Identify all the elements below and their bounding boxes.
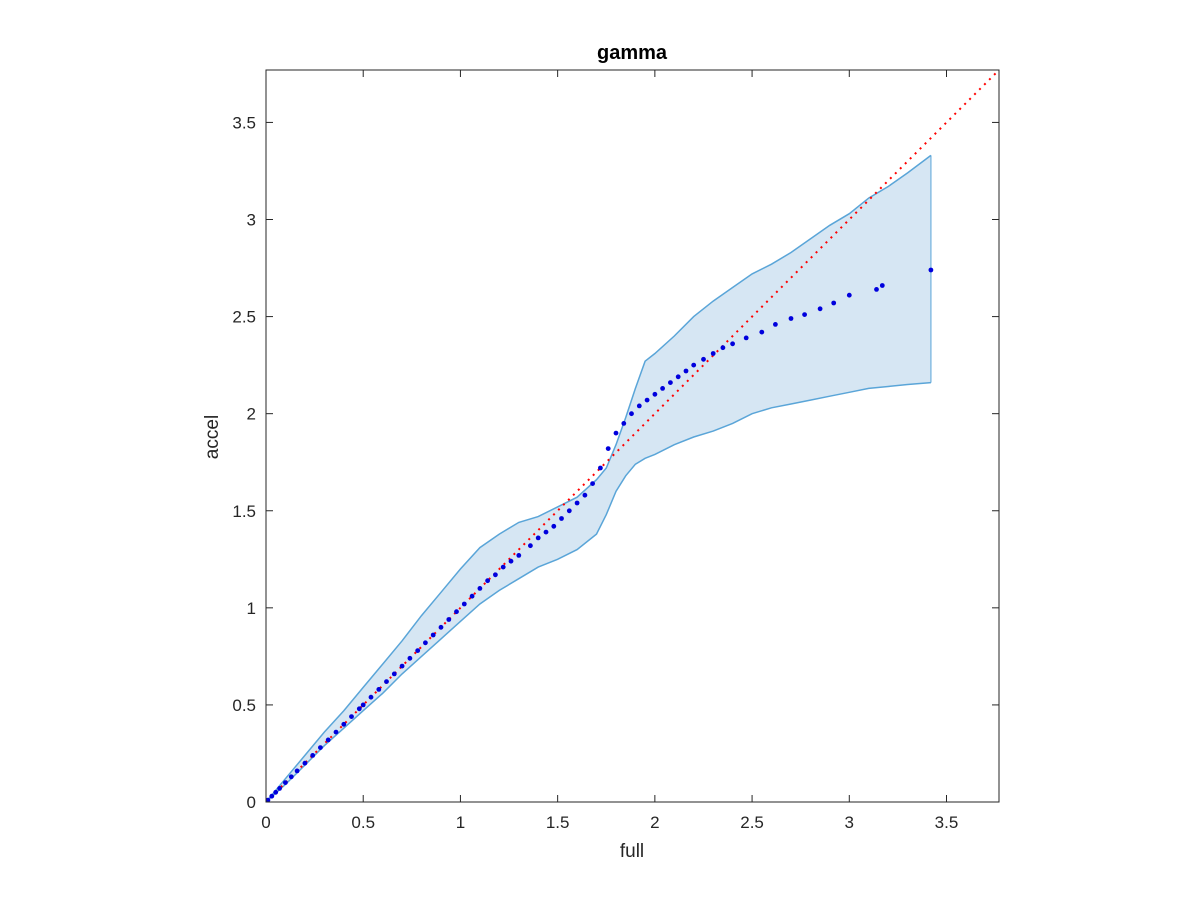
band-fill <box>266 155 931 802</box>
data-point <box>368 694 374 700</box>
data-point <box>310 753 316 758</box>
data-point <box>269 793 275 799</box>
data-point <box>559 516 564 521</box>
data-point <box>535 535 541 541</box>
data-point <box>582 492 588 498</box>
data-point <box>574 500 580 506</box>
data-point <box>360 702 366 708</box>
data-point <box>652 391 658 397</box>
data-point <box>376 687 382 692</box>
data-point <box>273 789 279 795</box>
data-point <box>543 529 549 535</box>
data-point <box>629 411 634 417</box>
y-tick-label: 2 <box>247 405 256 424</box>
data-point <box>846 292 852 298</box>
data-point <box>928 267 934 273</box>
data-point <box>528 543 533 549</box>
data-point <box>391 671 397 677</box>
y-axis-label: accel <box>202 415 223 459</box>
y-tick-label: 3.5 <box>232 113 256 132</box>
data-point <box>265 797 271 803</box>
data-point <box>675 374 681 380</box>
data-point <box>399 663 405 669</box>
data-point <box>566 508 572 514</box>
data-point <box>683 368 689 374</box>
data-point <box>773 322 778 327</box>
data-point <box>469 593 475 599</box>
x-tick-label: 0.5 <box>351 813 375 832</box>
data-point <box>701 356 706 362</box>
data-point <box>407 655 413 661</box>
data-point <box>598 465 603 471</box>
data-point <box>294 768 300 774</box>
data-point <box>349 714 354 719</box>
data-point <box>423 640 428 646</box>
data-point <box>874 287 879 292</box>
data-point <box>333 729 339 735</box>
x-axis-label: full <box>620 841 644 862</box>
data-point <box>384 679 389 684</box>
data-point <box>710 351 716 356</box>
data-point <box>461 601 467 607</box>
data-point <box>356 706 362 712</box>
data-point <box>879 283 885 288</box>
data-point <box>590 481 595 486</box>
data-point <box>730 341 735 347</box>
data-point <box>288 774 294 780</box>
data-point <box>438 624 444 630</box>
data-point <box>636 403 642 409</box>
data-point <box>605 446 611 451</box>
data-point <box>551 523 557 529</box>
data-point <box>720 345 726 351</box>
data-point <box>516 553 522 558</box>
data-point <box>430 632 436 638</box>
data-point <box>500 564 506 570</box>
y-tick-label: 2.5 <box>232 308 256 327</box>
data-point <box>802 312 807 317</box>
data-point <box>277 786 282 791</box>
data-point <box>759 329 765 335</box>
band-upper-line <box>265 154 932 803</box>
data-point <box>644 397 650 403</box>
x-tick-label: 3.5 <box>935 813 959 832</box>
data-point <box>283 780 288 785</box>
x-tick-label: 2 <box>650 813 659 832</box>
data-point <box>415 648 421 653</box>
data-point <box>668 380 673 385</box>
x-tick-label: 2.5 <box>740 813 764 832</box>
data-point <box>325 737 331 743</box>
data-point <box>454 609 459 615</box>
y-tick-label: 1 <box>247 599 256 618</box>
x-tick-label: 1 <box>456 813 465 832</box>
data-point <box>341 721 347 727</box>
y-tick-label: 0.5 <box>232 696 256 715</box>
data-point <box>302 760 308 766</box>
data-point <box>817 306 823 312</box>
axes-box <box>265 69 1000 803</box>
data-point <box>318 745 323 750</box>
x-tick-label: 1.5 <box>546 813 570 832</box>
data-point <box>691 362 697 368</box>
data-point <box>788 316 794 321</box>
data-point <box>508 558 514 564</box>
data-point <box>621 421 627 426</box>
data-point <box>477 586 483 591</box>
data-point <box>660 386 665 391</box>
data-point <box>743 335 749 341</box>
data-point <box>485 578 490 584</box>
data-point <box>446 617 452 622</box>
band-lower-line <box>265 381 931 803</box>
data-point <box>613 430 619 436</box>
data-point <box>831 300 837 306</box>
data-point <box>493 572 498 578</box>
y-tick-label: 1.5 <box>232 502 256 521</box>
y-tick-label: 3 <box>247 211 256 230</box>
plot-area: 0 0.5 1 1.5 2 2.5 3 3.5 0 0.5 1 1.5 2 2.5 3 3.5 <box>232 69 1000 832</box>
x-tick-label: 3 <box>845 813 854 832</box>
x-tick-label: 0 <box>261 813 270 832</box>
chart-title: gamma <box>597 42 668 64</box>
y-tick-label: 0 <box>247 793 256 812</box>
